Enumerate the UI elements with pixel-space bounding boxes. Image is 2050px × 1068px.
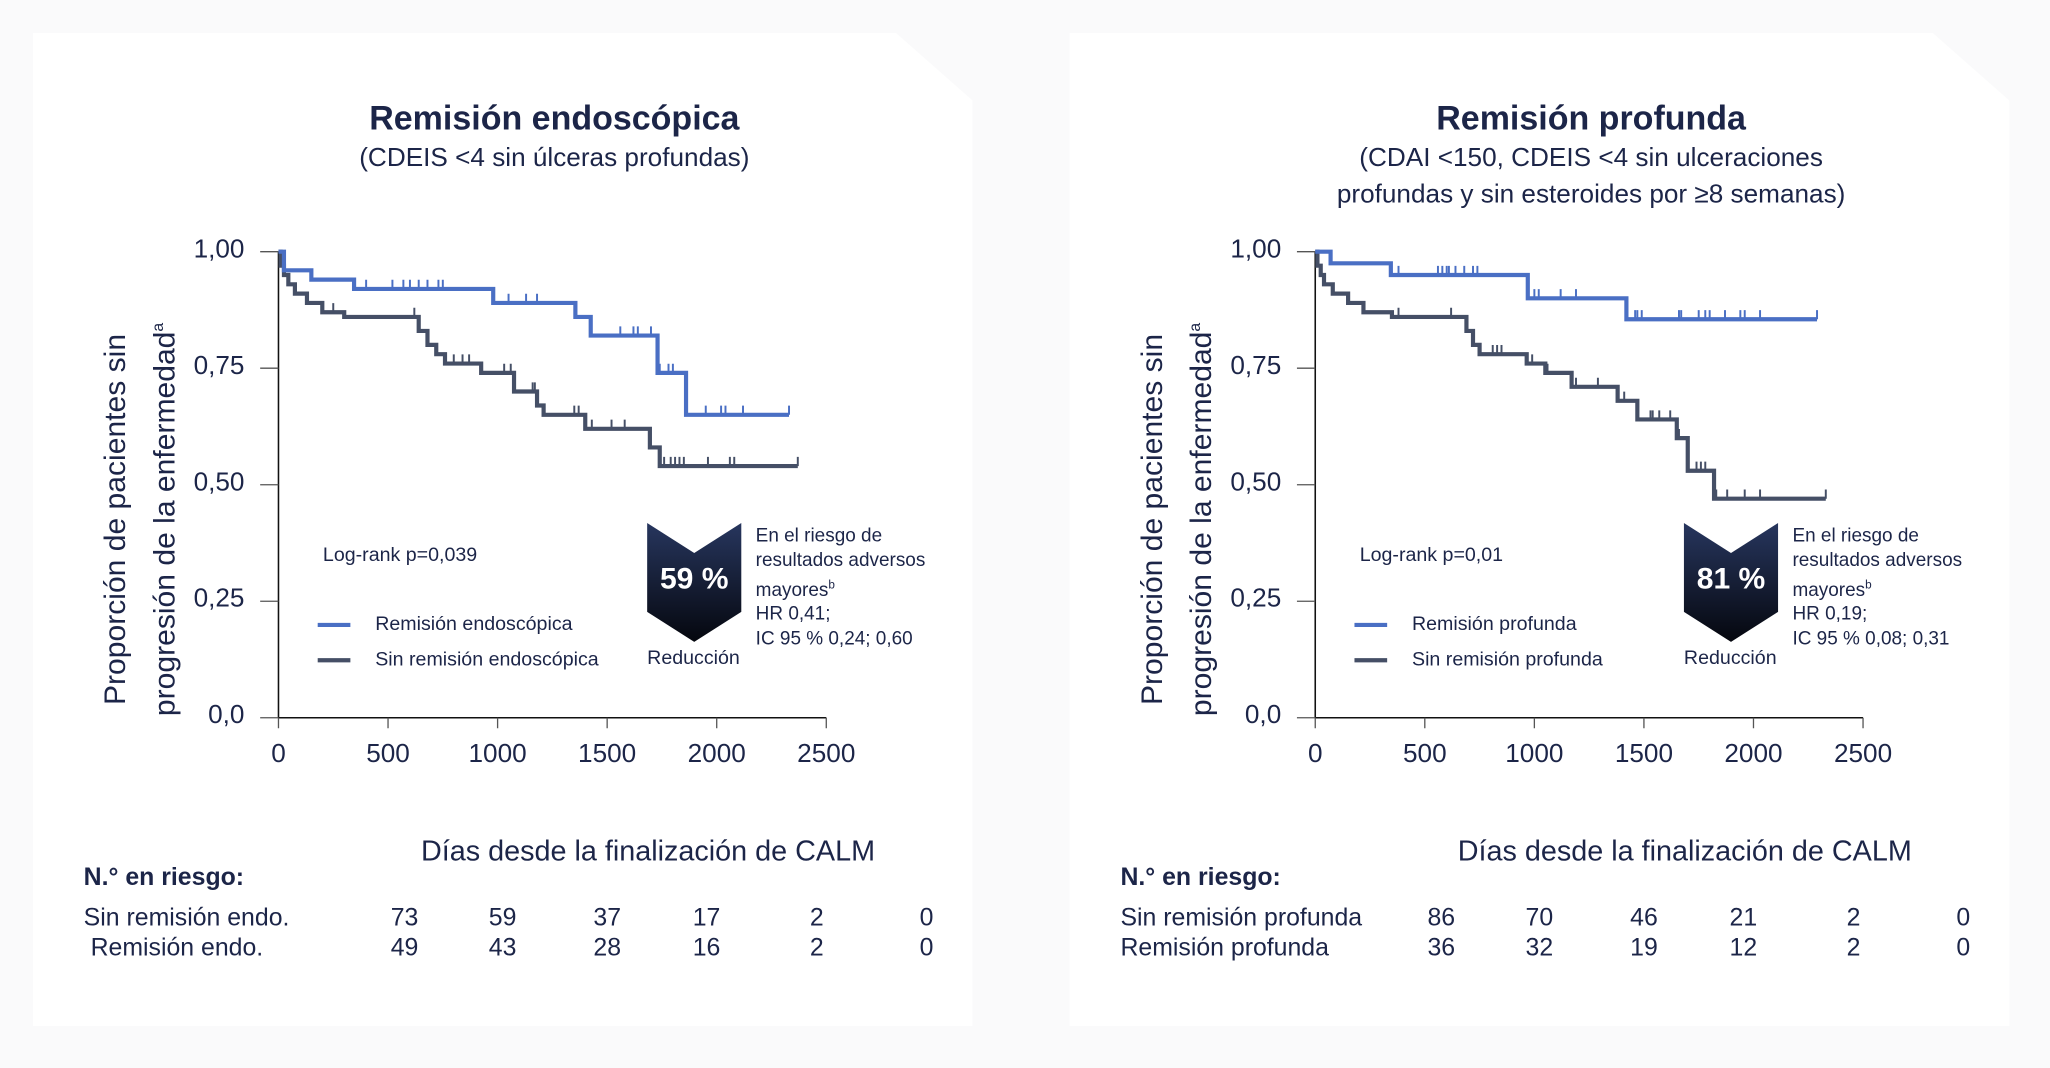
x-tick-label: 1000 [1505,739,1564,769]
risk-note-line: En el riesgo de [1792,525,1919,547]
y-tick-label: 0,50 [1230,467,1282,497]
at-risk-value: 2 [809,904,824,933]
x-tick-label: 2500 [1833,739,1893,769]
at-risk-value: 46 [1630,904,1658,933]
confidence-interval: IC 95 % 0,08; 0,31 [1792,628,1950,650]
card-content: Remisión profunda (CDAI <150, CDEIS <4 si… [1069,33,2009,1027]
x-tick-label: 1500 [1614,739,1674,769]
log-rank-text: Log-rank p=0,01 [1359,543,1504,567]
x-tick-label: 2500 [797,739,856,769]
chart-subtitle: (CDAI <150, CDEIS <4 sin ulceraciones [1359,143,1823,173]
footnote-b: b [828,577,835,591]
at-risk-value: 2 [1846,904,1861,933]
at-risk-value: 16 [692,934,721,963]
at-risk-value: 43 [488,934,517,963]
risk-note: En el riesgo de resultados adversos mayore… [1792,524,1962,651]
x-tick-label: 2000 [687,739,746,769]
legend-label: Sin remisión endoscópica [375,648,599,671]
chart-title: Remisión profunda [1436,98,1746,138]
card-content: Remisión endoscópica (CDEIS <4 sin úlcera… [33,33,973,1027]
at-risk-value: 73 [390,904,419,933]
y-tick-label: 0,25 [1230,584,1282,614]
y-tick-label: 0,50 [193,467,245,497]
reduction-percent: 59 % [659,560,729,595]
at-risk-value: 19 [1630,934,1658,963]
at-risk-value: 37 [593,904,622,933]
risk-note-line: resultados adversos [1792,549,1963,571]
x-tick-label: 1000 [468,739,527,769]
confidence-interval: IC 95 % 0,24; 0,60 [755,628,913,650]
km-curve-remission [278,249,790,417]
chart-card: Remisión profunda (CDAI <150, CDEIS <4 si… [1069,32,2010,1027]
risk-note: En el riesgo de resultados adversos mayore… [756,524,926,651]
x-tick-label: 0 [271,739,286,769]
plot-area [1296,249,1864,729]
risk-note-line: mayoresb [756,573,926,603]
risk-note-text: mayores [1792,580,1866,602]
x-tick-label: 1500 [578,739,637,769]
x-axis-label: Días desde la finalización de CALM [1457,834,1912,867]
at-risk-value: 0 [919,904,934,933]
at-risk-value: 2 [1846,934,1861,963]
y-tick-label: 0,75 [193,351,245,380]
log-rank-text: Log-rank p=0,039 [322,543,478,567]
legend-label: Remisión profunda [1411,613,1577,636]
at-risk-header: N.° en riesgo: [83,864,245,892]
chart-title: Remisión endoscópica [369,98,740,138]
reduction-chevron-icon [1683,522,1779,642]
y-tick-label: 0,0 [208,700,245,730]
at-risk-row-label: Remisión endo. [83,934,264,963]
y-tick-label: 0,75 [1230,351,1282,380]
y-tick-label: 0,25 [193,584,245,614]
at-risk-value: 17 [692,904,721,933]
at-risk-value: 49 [390,934,419,963]
at-risk-value: 32 [1525,934,1554,963]
reduction-chevron-icon [647,522,742,642]
km-curve-no-remission [1315,249,1826,501]
at-risk-value: 12 [1729,934,1758,963]
chart-card: Remisión endoscópica (CDEIS <4 sin úlcera… [32,32,973,1027]
y-tick-label: 1,00 [1230,234,1282,264]
at-risk-header: N.° en riesgo: [1120,864,1281,892]
x-tick-label: 0 [1307,739,1323,769]
at-risk-row-label: Sin remisión endo. [83,904,290,933]
at-risk-value: 0 [1956,934,1971,963]
at-risk-row-label: Sin remisión profunda [1120,904,1363,933]
chart-subtitle: profundas y sin esteroides por ≥8 semana… [1336,180,1846,210]
risk-note-line: mayoresb [1792,573,1962,603]
at-risk-row-label: Remisión profunda [1120,934,1329,963]
plot-area [260,249,827,729]
chart-subtitle: (CDEIS <4 sin úlceras profundas) [359,143,750,173]
legend-label: Sin remisión profunda [1411,648,1603,671]
at-risk-value: 70 [1525,904,1554,933]
y-tick-label: 0,0 [1244,700,1282,730]
risk-note-line: resultados adversos [755,549,926,571]
hazard-ratio: HR 0,19; [1792,604,1868,626]
at-risk-value: 21 [1729,904,1758,933]
at-risk-value: 28 [593,934,622,963]
x-tick-label: 2000 [1724,739,1783,769]
hazard-ratio: HR 0,41; [755,604,831,626]
at-risk-value: 2 [809,934,824,963]
footnote-b: b [1865,577,1872,591]
y-tick-label: 1,00 [193,234,245,264]
x-tick-label: 500 [366,739,410,769]
at-risk-value: 0 [1956,904,1971,933]
at-risk-value: 36 [1427,934,1456,963]
reduction-label: Reducción [647,647,740,670]
km-curve-no-remission [278,249,798,469]
at-risk-value: 86 [1427,904,1456,933]
risk-note-line: En el riesgo de [755,525,883,547]
risk-note-text: mayores [755,580,829,602]
reduction-percent: 81 % [1696,560,1766,595]
km-curve-remission [1315,249,1818,322]
at-risk-value: 0 [919,934,934,963]
legend-label: Remisión endoscópica [375,613,573,636]
x-axis-label: Días desde la finalización de CALM [420,834,876,867]
at-risk-value: 59 [488,904,517,933]
x-tick-label: 500 [1402,739,1447,769]
reduction-label: Reducción [1683,647,1777,670]
